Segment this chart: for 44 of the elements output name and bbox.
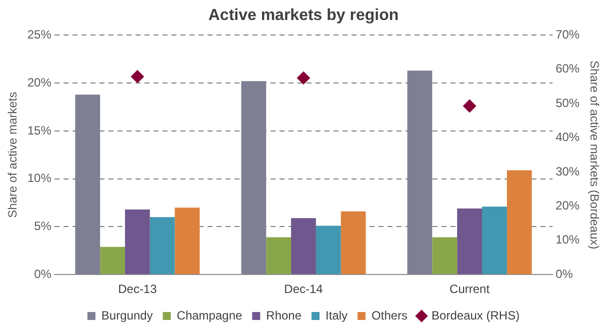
bar: [482, 206, 507, 274]
x-tick-label: Current: [450, 282, 490, 296]
x-tick-label: Dec-13: [118, 282, 158, 296]
y2-tick-label: 20%: [556, 198, 580, 213]
bar: [100, 246, 125, 274]
point: [297, 71, 310, 84]
point: [463, 99, 476, 112]
y-tick-label: 5%: [34, 219, 52, 234]
y2-tick-label: 70%: [556, 28, 580, 42]
y2-tick-label: 60%: [556, 62, 580, 76]
bar: [75, 94, 100, 274]
bar: [266, 237, 292, 274]
bar: [241, 81, 266, 274]
y-tick-label: 10%: [27, 171, 52, 186]
y-tick-label: 25%: [27, 28, 52, 42]
bar: [340, 211, 366, 274]
point: [130, 70, 144, 84]
bar: [316, 226, 341, 274]
y-tick-label: 15%: [27, 123, 52, 138]
legend-label: Burgundy: [101, 308, 153, 322]
x-tick-label: Dec-14: [284, 282, 324, 296]
y2-tick-label: 40%: [556, 130, 580, 144]
y-tick-label: 20%: [27, 75, 52, 90]
y2-axis-title: Share of active markets (Bordeaux): [587, 60, 602, 250]
bar: [150, 217, 175, 274]
y2-tick-label: 30%: [556, 164, 580, 178]
bar: [124, 209, 150, 274]
legend-label: Bordeaux (RHS): [432, 308, 520, 322]
y-tick-label: 0%: [34, 266, 52, 281]
bar: [457, 208, 482, 274]
chart-title: Active markets by region: [208, 7, 399, 24]
bar: [506, 170, 532, 274]
bar: [291, 218, 316, 274]
bar: [174, 208, 200, 274]
y2-tick-label: 10%: [556, 232, 580, 247]
legend-label: Italy: [326, 308, 348, 322]
bar: [432, 237, 458, 274]
y2-tick-label: 50%: [556, 96, 580, 110]
y2-tick-label: 0%: [556, 266, 574, 281]
legend-label: Rhone: [266, 308, 302, 322]
bar: [407, 70, 432, 274]
y-axis-title: Share of active markets: [6, 92, 20, 218]
legend-label: Others: [372, 308, 408, 322]
legend-label: Champagne: [176, 308, 242, 322]
